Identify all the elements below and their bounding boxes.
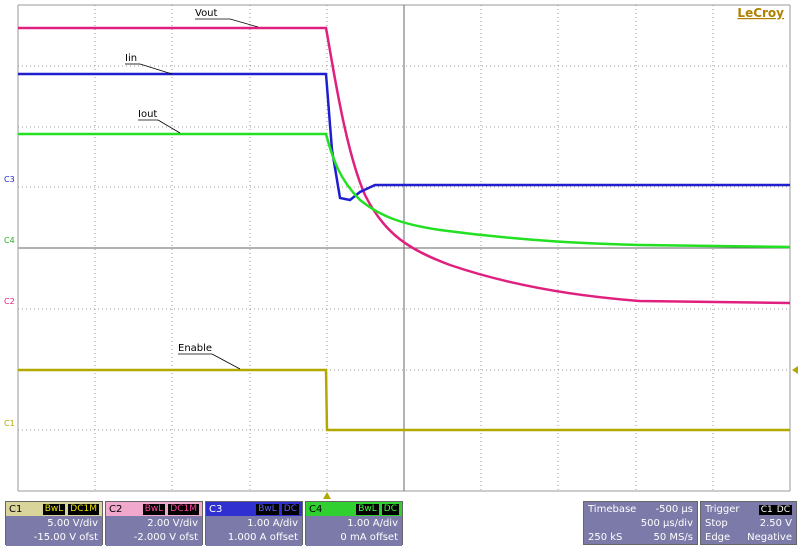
channel-marker: C4 [4,236,15,245]
trace-label: Iin [125,53,137,64]
trigger-level: 2.50 V [759,518,792,529]
channel-marker: C3 [4,175,15,184]
offset: -2.000 V ofst [133,532,198,543]
channel-box[interactable]: C1 BwL DC1M 5.00 V/div -15.00 V ofst [5,501,103,546]
bwl: BwL [142,503,166,515]
trigger-level [792,366,798,374]
grid [17,4,791,492]
coupling: DC1M [68,503,99,515]
timebase-title: Timebase [588,504,637,515]
trigger-mode: Stop [705,518,728,529]
channel-name: C3 [209,503,223,515]
timebase-samples: 250 kS [588,532,623,543]
scale: 1.00 A/div [247,518,298,529]
channel-marker: C1 [4,419,15,428]
coupling: DC [281,503,299,515]
trigger-type: Edge [705,532,731,543]
timebase-scale: 500 µs/div [640,518,693,529]
channel-marker: C2 [4,297,15,306]
iout-trace [18,132,791,249]
trace-label: Enable [178,343,212,354]
brand: LeCroy [737,6,784,20]
screen: Vout Iin Iout Enable LeCroy C3 C4 C2 C1 [4,4,798,499]
timebase-box[interactable]: Timebase -500 µs 500 µs/div 250 kS 50 MS/s [583,501,698,545]
waveforms [18,26,791,432]
vout-trace [18,26,791,305]
channel-name: C4 [309,503,323,515]
scale: 5.00 V/div [47,518,98,529]
trigger-coupling: DC [774,505,792,515]
coupling: DC [381,503,399,515]
trigger-channel: C1 [758,505,775,515]
enable-trace [18,368,790,432]
channel-box[interactable]: C2 BwL DC1M 2.00 V/div -2.000 V ofst [105,501,203,546]
trigger-slope: Negative [747,532,792,543]
trace-label: Vout [195,8,218,19]
channel-name: C1 [9,503,23,515]
scale: 2.00 V/div [147,518,198,529]
trigger-position [323,492,331,499]
bwl: BwL [356,503,379,515]
trigger-title: Trigger [705,504,740,515]
coupling: DC1M [168,503,199,515]
channel-box[interactable]: C4 BwL DC 1.00 A/div 0 mA offset [305,501,403,546]
label-leaders [125,18,259,370]
bwl: BwL [42,503,66,515]
trace-label: Iout [138,109,157,120]
trigger-box[interactable]: Trigger C1 DC Stop 2.50 V Edge Negative [700,501,797,545]
channel-box[interactable]: C3 BwL DC 1.00 A/div 1.000 A offset [205,501,303,546]
timebase-delay: -500 µs [655,504,693,515]
offset: 1.000 A offset [227,532,298,543]
channel-name: C2 [109,503,123,515]
iin-trace [18,72,790,202]
timebase-rate: 50 MS/s [653,532,693,543]
bwl: BwL [256,503,279,515]
offset: -15.00 V ofst [33,532,98,543]
offset: 0 mA offset [340,532,398,543]
scale: 1.00 A/div [347,518,398,529]
